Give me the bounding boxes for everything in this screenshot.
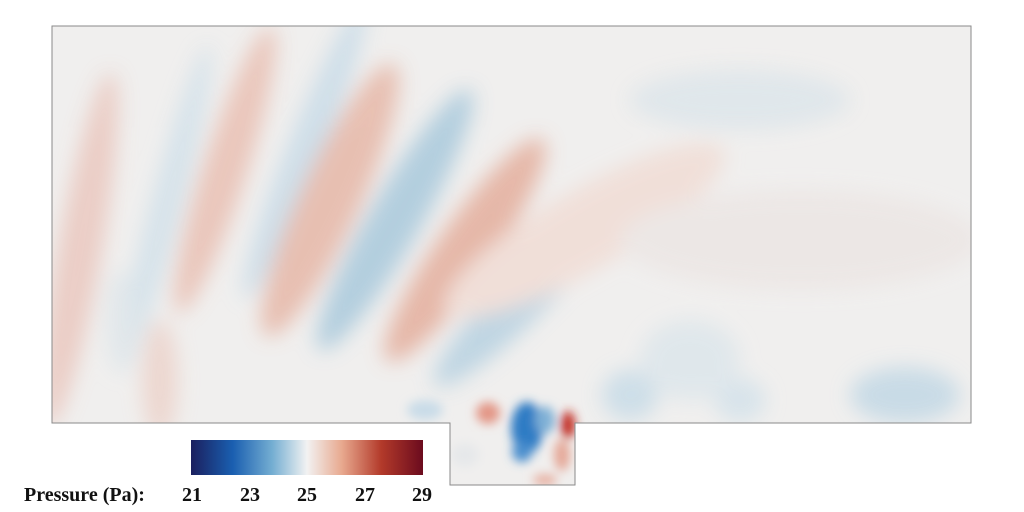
- colorbar-tick-label: 23: [240, 484, 260, 506]
- colorbar: [191, 440, 423, 475]
- colorbar-tick-label: 29: [412, 484, 432, 506]
- pressure-field: [52, 26, 971, 485]
- colorbar-tick-label: 27: [355, 484, 375, 506]
- colorbar-title: Pressure (Pa):: [24, 484, 145, 506]
- colorbar-tick-label: 25: [297, 484, 317, 506]
- colorbar-tick-label: 21: [182, 484, 202, 506]
- domain-outline: [51, 25, 972, 486]
